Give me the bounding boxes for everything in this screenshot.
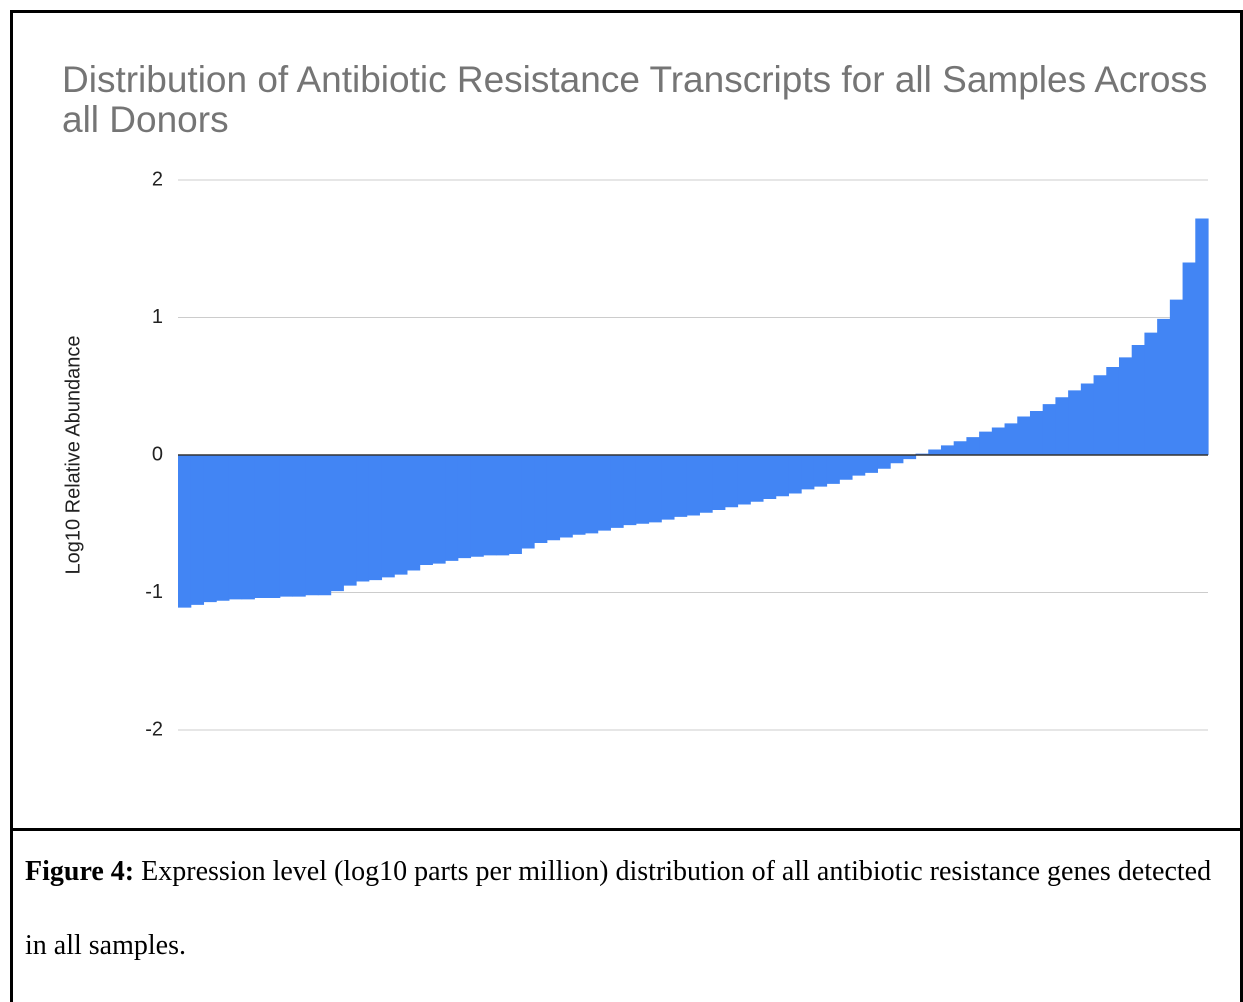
bar (1029, 411, 1044, 455)
bar (966, 437, 980, 455)
bar (1106, 367, 1120, 455)
bar (623, 455, 637, 526)
bar (801, 455, 815, 490)
caption: Figure 4: Expression level (log10 parts … (25, 835, 1215, 983)
bar (406, 455, 421, 571)
bar (890, 455, 904, 464)
bar (775, 455, 789, 497)
bar (928, 449, 942, 455)
bar (1017, 416, 1031, 455)
y-tick-label: 0 (152, 443, 163, 465)
bar (902, 455, 917, 460)
bar (712, 455, 726, 510)
bar (877, 455, 891, 469)
bar (1080, 383, 1095, 455)
bar (470, 455, 484, 557)
bar (381, 455, 395, 578)
bar (597, 455, 611, 531)
y-tick-label: -2 (145, 718, 163, 740)
bar (1042, 404, 1057, 455)
bar (394, 455, 408, 575)
bar (953, 441, 967, 455)
bar (419, 455, 433, 565)
bar (648, 455, 662, 523)
bar (991, 427, 1006, 455)
bar (1131, 345, 1146, 455)
bar (686, 455, 700, 516)
bar (534, 455, 548, 543)
bar (750, 455, 764, 502)
bar (979, 431, 993, 455)
y-axis-label: Log10 Relative Abundance (62, 335, 84, 574)
bar (635, 455, 650, 524)
bar (826, 455, 840, 484)
bar (254, 455, 268, 598)
caption-text: Expression level (log10 parts per millio… (25, 856, 1212, 961)
bar (445, 455, 459, 561)
bar (1157, 318, 1171, 455)
bar (572, 455, 586, 535)
bar (610, 455, 624, 528)
bar (1068, 390, 1082, 455)
bar (1055, 397, 1069, 455)
bar (1004, 423, 1018, 455)
bar (1144, 332, 1158, 455)
bar (584, 455, 599, 534)
caption-label: Figure 4: (25, 856, 135, 887)
bar (228, 455, 243, 600)
bar (305, 455, 319, 596)
chart-title: Distribution of Antibiotic Resistance Tr… (62, 59, 1208, 140)
y-tick-label: 1 (152, 306, 163, 328)
bar (330, 455, 344, 592)
bar (1182, 262, 1196, 455)
bar (432, 455, 446, 564)
bar (292, 455, 306, 597)
bar (737, 455, 751, 505)
bar (1195, 218, 1209, 455)
bar (216, 455, 230, 601)
frame (10, 10, 1243, 1002)
chart: Log10 Relative Abundance -2 -1 0 1 2 (62, 168, 1209, 740)
bar (495, 455, 510, 556)
bar (813, 455, 828, 487)
bar (190, 455, 205, 605)
bar (762, 455, 777, 499)
divider (10, 828, 1243, 831)
bar (508, 455, 522, 554)
bar (699, 455, 713, 513)
bar (521, 455, 535, 549)
y-tick-label: 2 (152, 168, 163, 190)
bar (317, 455, 332, 596)
bar (864, 455, 878, 473)
bar (483, 455, 497, 556)
bar (279, 455, 294, 597)
bar (673, 455, 688, 517)
bar (839, 455, 853, 480)
bar (241, 455, 255, 600)
bar (940, 445, 955, 455)
bar (559, 455, 573, 538)
bar (661, 455, 675, 520)
bar (356, 455, 370, 582)
bar (267, 455, 281, 598)
bar (788, 455, 802, 494)
bar (178, 455, 192, 608)
bar (343, 455, 357, 586)
bar (724, 455, 739, 508)
bar (546, 455, 561, 541)
y-tick-label: -1 (145, 581, 163, 603)
bar (368, 455, 383, 581)
bar (1093, 375, 1107, 455)
bar (851, 455, 866, 476)
bar (1118, 357, 1133, 455)
bar (457, 455, 472, 559)
bar (1169, 299, 1184, 455)
bar (203, 455, 217, 603)
